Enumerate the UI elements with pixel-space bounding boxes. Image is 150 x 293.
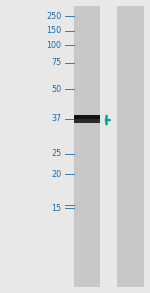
- Bar: [74, 6, 100, 287]
- Text: 150: 150: [46, 26, 62, 35]
- Text: 25: 25: [51, 149, 62, 158]
- Text: 37: 37: [51, 114, 62, 123]
- Text: 100: 100: [46, 41, 62, 50]
- Text: 15: 15: [51, 204, 62, 212]
- Text: 20: 20: [51, 170, 62, 179]
- Bar: [117, 6, 144, 287]
- Bar: [74, 115, 100, 119]
- Text: 250: 250: [46, 12, 62, 21]
- Text: 75: 75: [51, 59, 62, 67]
- Text: 50: 50: [51, 85, 62, 94]
- Bar: [74, 119, 100, 123]
